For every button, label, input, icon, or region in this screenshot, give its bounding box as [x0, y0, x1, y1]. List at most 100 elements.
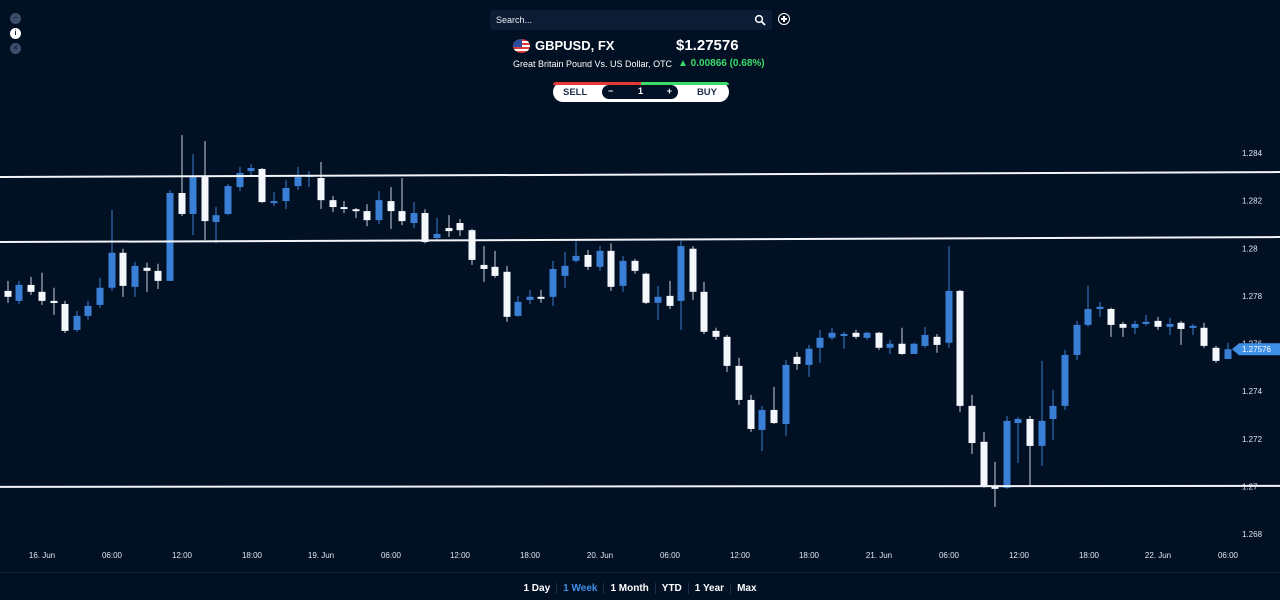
candle-up[interactable]	[654, 285, 662, 320]
range-max[interactable]: Max	[730, 583, 762, 594]
candle-down[interactable]	[491, 250, 499, 278]
candle-up[interactable]	[247, 164, 255, 177]
candle-down[interactable]	[445, 215, 453, 238]
candle-up[interactable]	[73, 310, 81, 332]
range-1-day[interactable]: 1 Day	[523, 583, 551, 594]
trendline[interactable]	[0, 484, 1280, 488]
candle-down[interactable]	[980, 431, 988, 488]
candle-down[interactable]	[584, 249, 592, 270]
candle-up[interactable]	[677, 241, 685, 330]
candle-up[interactable]	[910, 342, 918, 354]
candle-up[interactable]	[305, 171, 313, 188]
candle-down[interactable]	[340, 201, 348, 214]
buy-button[interactable]: BUY	[696, 87, 717, 98]
candle-down[interactable]	[770, 386, 778, 424]
candle-down[interactable]	[747, 394, 755, 432]
candle-down[interactable]	[956, 289, 964, 412]
candle-up[interactable]	[282, 180, 290, 209]
candle-up[interactable]	[619, 255, 627, 292]
candle-up[interactable]	[294, 167, 302, 191]
search-input[interactable]	[490, 10, 752, 30]
quantity-value[interactable]: 1	[638, 86, 644, 96]
candle-up[interactable]	[572, 241, 580, 263]
candle-down[interactable]	[503, 265, 511, 322]
increase-button[interactable]: +	[666, 86, 672, 96]
candle-up[interactable]	[758, 405, 766, 451]
candle-down[interactable]	[201, 141, 209, 240]
candle-up[interactable]	[514, 295, 522, 317]
candle-up[interactable]	[1166, 317, 1174, 335]
candle-down[interactable]	[852, 329, 860, 339]
candle-up[interactable]	[1003, 415, 1011, 489]
candle-down[interactable]	[387, 187, 395, 229]
candle-down[interactable]	[607, 243, 615, 291]
candle-up[interactable]	[189, 154, 197, 236]
candle-down[interactable]	[712, 327, 720, 340]
candle-up[interactable]	[96, 277, 104, 308]
candle-up[interactable]	[224, 183, 232, 216]
candle-up[interactable]	[1073, 320, 1081, 360]
candle-up[interactable]	[863, 331, 871, 340]
candle-up[interactable]	[1096, 301, 1104, 317]
candle-up[interactable]	[596, 246, 604, 271]
candle-up[interactable]	[270, 192, 278, 207]
candle-up[interactable]	[84, 300, 92, 320]
candle-down[interactable]	[352, 208, 360, 219]
candle-down[interactable]	[258, 168, 266, 204]
candle-up[interactable]	[236, 167, 244, 192]
candle-down[interactable]	[793, 351, 801, 370]
candle-up[interactable]	[561, 251, 569, 288]
candle-up[interactable]	[782, 359, 790, 436]
candle-down[interactable]	[1200, 322, 1208, 348]
candle-down[interactable]	[143, 262, 151, 292]
candle-up[interactable]	[1049, 389, 1057, 440]
candle-down[interactable]	[50, 287, 58, 315]
range-1-week[interactable]: 1 Week	[556, 583, 603, 594]
candle-up[interactable]	[108, 209, 116, 291]
candle-down[interactable]	[421, 209, 429, 244]
candle-up[interactable]	[921, 326, 929, 348]
candle-up[interactable]	[1084, 285, 1092, 327]
chart-icon[interactable]: ~	[10, 13, 21, 24]
candle-down[interactable]	[1107, 307, 1115, 337]
candle-down[interactable]	[119, 248, 127, 297]
candle-up[interactable]	[828, 327, 836, 340]
candle-down[interactable]	[456, 218, 464, 237]
sell-button[interactable]: SELL	[563, 87, 588, 98]
candle-down[interactable]	[1154, 316, 1162, 330]
candle-up[interactable]	[945, 246, 953, 348]
candle-up[interactable]	[410, 202, 418, 229]
candle-down[interactable]	[666, 280, 674, 309]
candle-down[interactable]	[38, 272, 46, 305]
candle-up[interactable]	[1038, 360, 1046, 466]
trendline[interactable]	[0, 236, 1280, 244]
candle-up[interactable]	[166, 190, 174, 281]
candle-up[interactable]	[549, 260, 557, 306]
candle-down[interactable]	[1177, 320, 1185, 345]
candle-down[interactable]	[875, 331, 883, 350]
candle-up[interactable]	[1014, 417, 1022, 464]
candle-down[interactable]	[631, 258, 639, 274]
candle-up[interactable]	[816, 329, 824, 363]
decrease-button[interactable]: −	[608, 86, 614, 96]
add-symbol-icon[interactable]	[778, 13, 790, 25]
candle-up[interactable]	[375, 191, 383, 224]
candle-down[interactable]	[480, 246, 488, 282]
candle-down[interactable]	[537, 289, 545, 303]
candle-up[interactable]	[1131, 320, 1139, 334]
candle-down[interactable]	[1119, 321, 1127, 337]
candle-up[interactable]	[212, 207, 220, 244]
candle-up[interactable]	[1189, 323, 1197, 335]
info-icon[interactable]: i	[10, 28, 21, 39]
close-icon[interactable]: ×	[10, 43, 21, 54]
candle-up[interactable]	[805, 344, 813, 377]
candle-down[interactable]	[689, 246, 697, 300]
candle-up[interactable]	[1224, 342, 1232, 359]
candle-down[interactable]	[27, 276, 35, 295]
candle-down[interactable]	[317, 162, 325, 209]
candle-up[interactable]	[1142, 314, 1150, 326]
range-1-month[interactable]: 1 Month	[603, 583, 654, 594]
candle-up[interactable]	[131, 261, 139, 297]
candle-up[interactable]	[840, 331, 848, 349]
candle-down[interactable]	[363, 204, 371, 227]
